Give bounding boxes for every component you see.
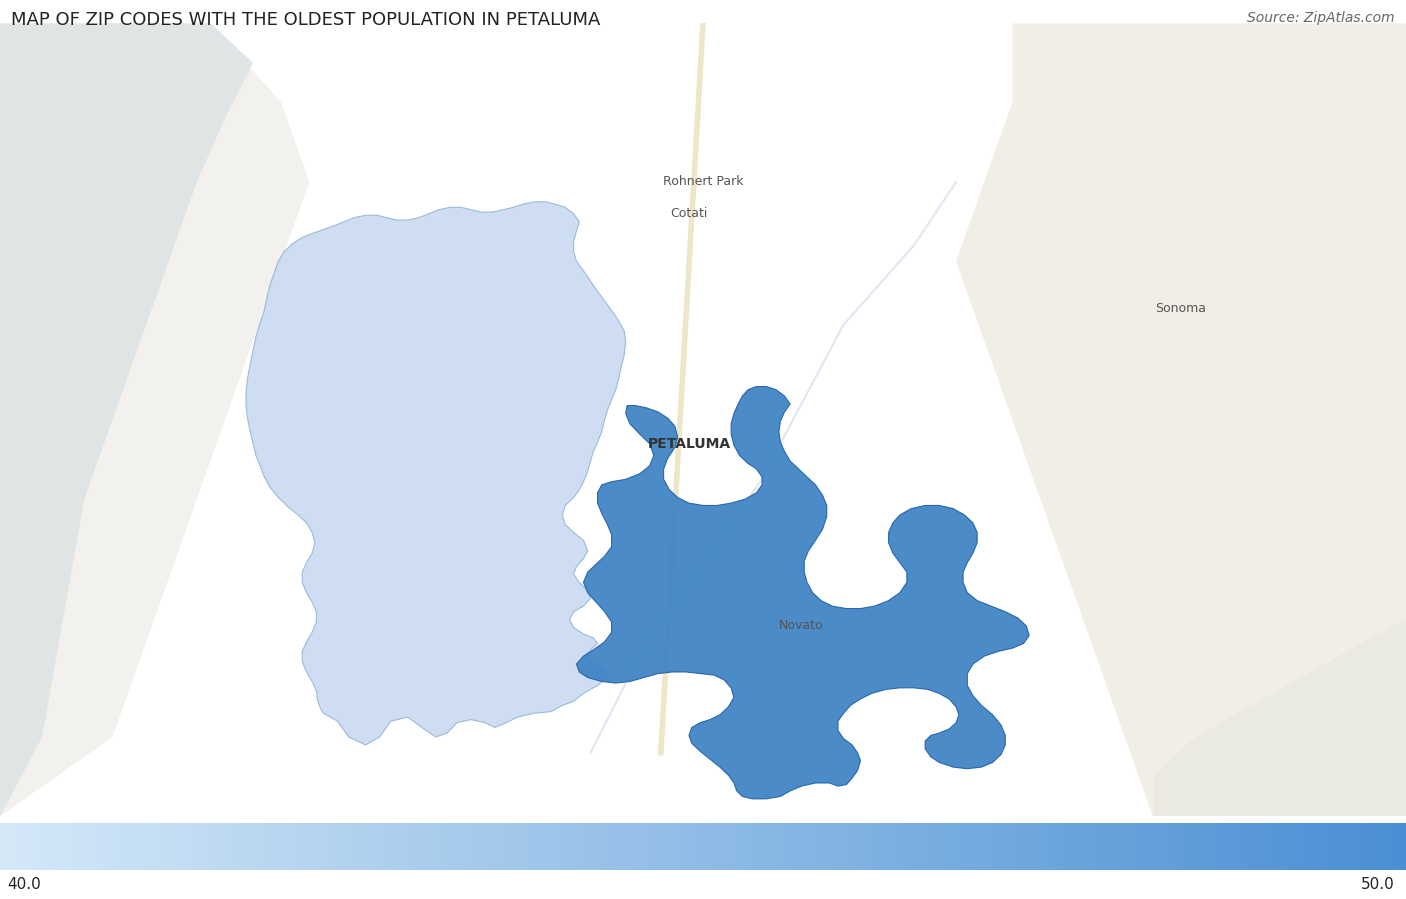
- Text: Novato: Novato: [779, 619, 824, 633]
- Text: Sonoma: Sonoma: [1156, 302, 1206, 316]
- Text: PETALUMA: PETALUMA: [647, 437, 731, 450]
- Polygon shape: [956, 23, 1406, 816]
- Text: 40.0: 40.0: [7, 877, 41, 892]
- Text: Cotati: Cotati: [671, 207, 707, 220]
- Polygon shape: [1153, 619, 1406, 816]
- Polygon shape: [0, 23, 309, 816]
- Polygon shape: [576, 387, 1029, 799]
- Polygon shape: [246, 201, 626, 745]
- Text: MAP OF ZIP CODES WITH THE OLDEST POPULATION IN PETALUMA: MAP OF ZIP CODES WITH THE OLDEST POPULAT…: [11, 11, 600, 29]
- Text: 50.0: 50.0: [1361, 877, 1395, 892]
- Text: Source: ZipAtlas.com: Source: ZipAtlas.com: [1247, 11, 1395, 25]
- Polygon shape: [0, 23, 253, 816]
- Text: Rohnert Park: Rohnert Park: [662, 175, 744, 189]
